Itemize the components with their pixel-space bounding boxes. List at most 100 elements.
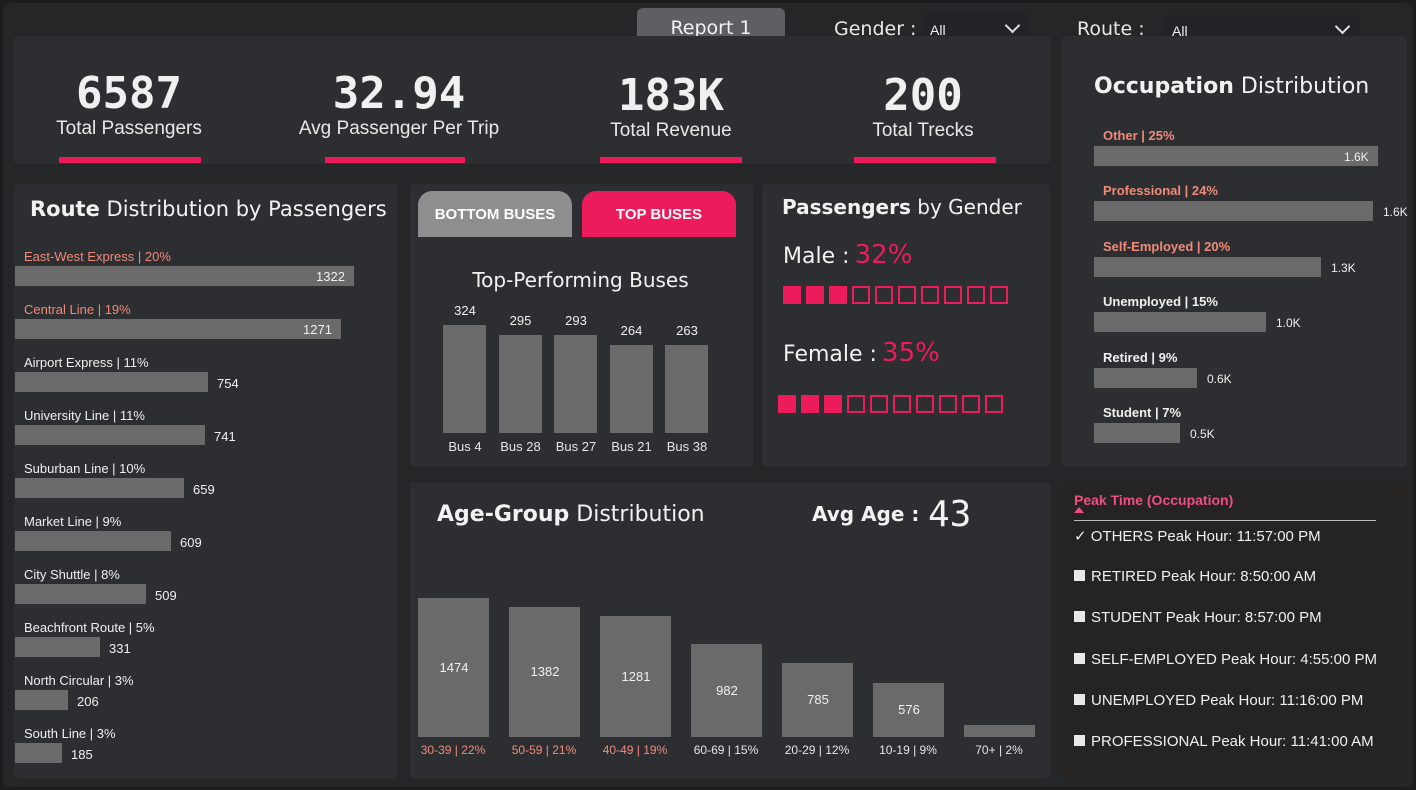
female-icon-row <box>778 395 1008 417</box>
kpi-underline <box>59 157 201 163</box>
male-row: Male : 32% <box>783 240 912 270</box>
route-bar-value: 754 <box>217 376 239 391</box>
age-bar[interactable] <box>691 644 762 737</box>
person-empty-icon <box>847 395 865 413</box>
checkmark-icon: ✓ <box>1074 528 1091 545</box>
peak-list-item[interactable]: ✓ OTHERS Peak Hour: 11:57:00 PM <box>1074 527 1321 545</box>
peak-item-label: RETIRED Peak Hour: 8:50:00 AM <box>1091 568 1317 586</box>
occupation-bar[interactable] <box>1094 368 1197 388</box>
peak-item-label: SELF-EMPLOYED Peak Hour: 4:55:00 PM <box>1091 650 1377 668</box>
age-title: Age-Group Distribution <box>437 502 705 527</box>
title-rest: Distribution by Passengers <box>106 197 387 221</box>
age-bar[interactable] <box>600 616 671 737</box>
age-bar[interactable] <box>509 607 580 737</box>
route-bar[interactable] <box>15 584 146 604</box>
peak-list-item[interactable]: SELF-EMPLOYED Peak Hour: 4:55:00 PM <box>1074 651 1377 668</box>
title-bold: Age-Group <box>437 502 570 527</box>
route-bar-value: 1322 <box>316 269 345 284</box>
peak-list-item[interactable]: RETIRED Peak Hour: 8:50:00 AM <box>1074 568 1316 585</box>
kpi-underline <box>600 157 742 163</box>
person-filled-icon <box>778 395 796 413</box>
occupation-bar[interactable] <box>1094 146 1378 166</box>
kpi-value: 183K <box>618 70 724 121</box>
male-icon-row <box>783 286 1013 308</box>
peak-list-item[interactable]: UNEMPLOYED Peak Hour: 11:16:00 PM <box>1074 692 1363 709</box>
person-empty-icon <box>967 286 985 304</box>
person-empty-icon <box>852 286 870 304</box>
age-bar-value: 1382 <box>530 664 560 679</box>
person-empty-icon <box>893 395 911 413</box>
route-bar-label: University Line | 11% <box>24 408 145 423</box>
peak-item-label: UNEMPLOYED Peak Hour: 11:16:00 PM <box>1091 691 1364 709</box>
peak-header[interactable]: Peak Time (Occupation) <box>1074 490 1376 521</box>
kpi-avg-passenger: 32.94 Avg Passenger Per Trip <box>284 68 514 140</box>
peak-list-item[interactable]: PROFESSIONAL Peak Hour: 11:41:00 AM <box>1074 733 1374 750</box>
bus-bar[interactable] <box>554 335 597 433</box>
route-bar[interactable] <box>15 690 68 710</box>
kpi-label: Avg Passenger Per Trip <box>298 118 500 139</box>
route-bar-label: Beachfront Route | 5% <box>24 620 155 635</box>
peak-header-label: Peak Time (Occupation) <box>1074 492 1234 508</box>
title-rest: Distribution <box>576 502 705 527</box>
occupation-bar[interactable] <box>1094 423 1180 443</box>
kpi-total-revenue: 183K Total Revenue <box>556 70 786 142</box>
person-empty-icon <box>985 395 1003 413</box>
occupation-bar[interactable] <box>1094 257 1321 277</box>
route-bar[interactable] <box>15 478 184 498</box>
title-rest: by Gender <box>917 195 1022 219</box>
bus-bar[interactable] <box>665 345 708 433</box>
route-chart-title: Route Distribution by Passengers <box>30 197 387 221</box>
occupation-bar-label: Student | 7% <box>1103 405 1182 420</box>
title-bold: Route <box>30 197 100 221</box>
route-bar[interactable] <box>15 425 205 445</box>
person-empty-icon <box>962 395 980 413</box>
bus-bar[interactable] <box>609 345 653 433</box>
chevron-down-icon <box>1004 17 1021 34</box>
route-bar-label: East-West Express | 20% <box>24 249 171 264</box>
occupation-bar[interactable] <box>1094 201 1373 221</box>
bus-bar[interactable] <box>443 325 486 433</box>
occupation-bar[interactable] <box>1094 312 1266 332</box>
age-bar[interactable] <box>964 725 1035 737</box>
female-row: Female : 35% <box>783 338 940 368</box>
age-bar-value: 982 <box>716 682 738 698</box>
age-bar-category: 60-69 | 15% <box>693 743 759 757</box>
avg-age-value: 43 <box>928 494 972 535</box>
female-label: Female : <box>783 342 877 367</box>
route-bar-label: Market Line | 9% <box>24 514 122 529</box>
person-empty-icon <box>944 286 962 304</box>
kpi-value: 6587 <box>76 68 182 119</box>
route-bar[interactable] <box>15 372 208 392</box>
route-bar[interactable] <box>15 266 354 286</box>
age-bar[interactable] <box>418 598 489 737</box>
age-bar[interactable] <box>873 683 944 737</box>
bus-bar[interactable] <box>498 335 542 433</box>
bus-bar-value: 324 <box>454 303 476 318</box>
route-dropdown-value: All <box>1172 23 1188 39</box>
bus-bar-value: 263 <box>676 323 698 338</box>
route-bar[interactable] <box>15 743 62 763</box>
route-bar[interactable] <box>15 531 171 551</box>
person-empty-icon <box>898 286 916 304</box>
top-buses-button[interactable]: TOP BUSES <box>582 191 736 237</box>
title-rest: Distribution <box>1240 74 1370 99</box>
route-bar-label: South Line | 3% <box>24 726 116 741</box>
route-bar[interactable] <box>15 637 100 657</box>
peak-list-item[interactable]: STUDENT Peak Hour: 8:57:00 PM <box>1074 609 1322 626</box>
occupation-bar-label: Retired | 9% <box>1103 350 1178 365</box>
checkbox-icon <box>1074 735 1085 746</box>
age-bar-value: 1474 <box>439 659 469 675</box>
age-bar[interactable] <box>782 663 853 737</box>
bus-bar-category: Bus 27 <box>555 439 597 454</box>
person-filled-icon <box>783 286 801 304</box>
sort-ascending-icon <box>1074 507 1084 513</box>
bottom-buses-button[interactable]: BOTTOM BUSES <box>418 191 572 237</box>
person-empty-icon <box>921 286 939 304</box>
peak-panel <box>1062 482 1407 778</box>
checkbox-icon <box>1074 570 1085 582</box>
title-bold: Occupation <box>1094 74 1234 99</box>
avg-age-label: Avg Age : <box>812 502 920 526</box>
route-bar[interactable] <box>15 319 341 339</box>
occupation-bar-value: 1.0K <box>1276 316 1301 330</box>
buses-chart-title: Top-Performing Buses <box>472 268 689 292</box>
